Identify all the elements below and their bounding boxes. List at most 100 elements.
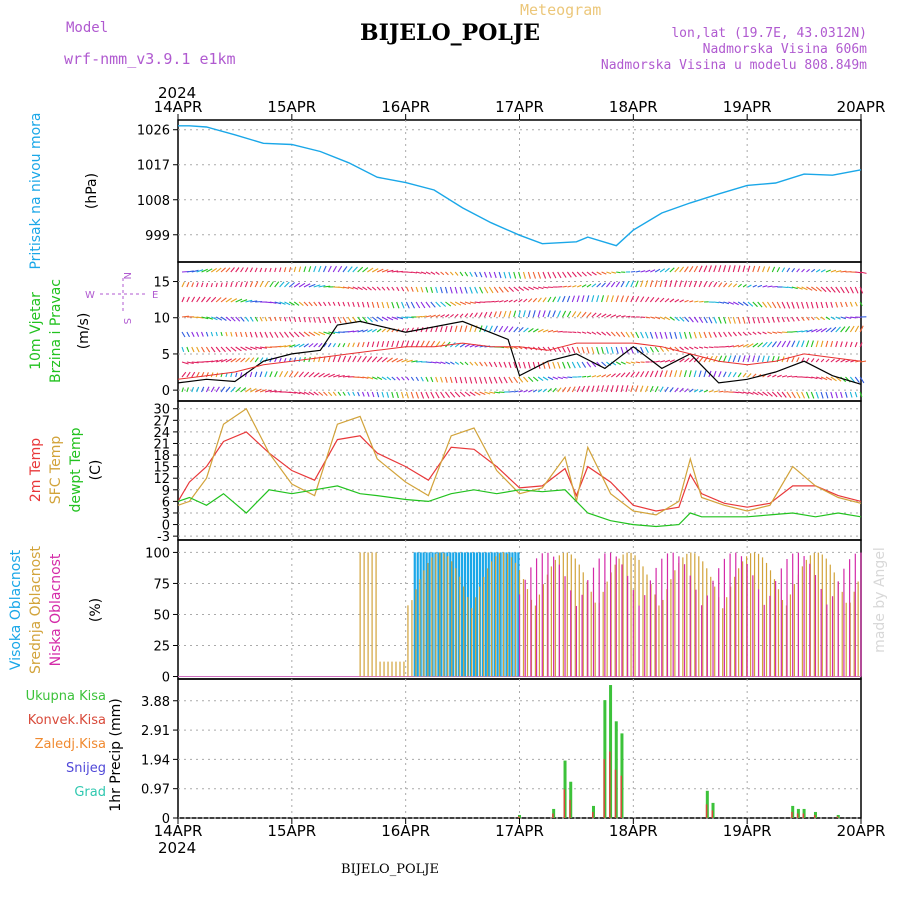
wind-arrow — [552, 296, 557, 303]
wind-arrow — [840, 359, 846, 363]
wind-arrow — [737, 331, 742, 336]
wind-arrow — [293, 343, 301, 348]
compass-e-label: E — [152, 290, 158, 301]
wind-arrow — [571, 386, 576, 393]
wind-arrow — [464, 361, 469, 366]
wind-arrow — [284, 331, 289, 338]
wind-arrow — [533, 286, 539, 290]
wind-arrow — [547, 361, 551, 369]
wind-arrow — [640, 385, 644, 393]
wind-arrow — [844, 341, 848, 348]
wind-arrow — [240, 331, 243, 338]
wind-arrow — [859, 376, 865, 384]
wind-arrow — [586, 271, 592, 277]
wind-arrow — [313, 301, 318, 307]
wind-arrow — [723, 331, 727, 337]
wind-arrow — [767, 374, 772, 378]
wind-arrow — [791, 286, 798, 290]
wind-arrow — [786, 301, 791, 309]
wind-arrow — [415, 286, 419, 293]
x-tick-label-top: 18APR — [609, 98, 658, 116]
wind-arrow — [566, 386, 571, 393]
wind-arrow — [391, 301, 395, 309]
wind-arrow — [366, 341, 370, 348]
wind-arrow — [727, 265, 731, 273]
wind-arrow — [435, 326, 439, 333]
wind-arrow — [718, 316, 722, 324]
wind-arrow — [830, 301, 834, 308]
wind-arrow — [674, 280, 678, 288]
wind-arrow — [225, 316, 232, 322]
wind-arrow — [679, 387, 684, 393]
wind-arrow — [703, 331, 707, 339]
wind-arrow — [664, 267, 670, 273]
wind-arrow — [430, 271, 436, 275]
precip-legend-3: Snijeg — [66, 761, 106, 776]
wind-arrow — [620, 372, 626, 378]
wind-arrow — [552, 387, 557, 393]
wind-arrow — [469, 301, 476, 304]
wind-arrow — [630, 371, 635, 378]
conv-precip-bar — [591, 811, 594, 818]
wind-arrow — [513, 376, 519, 384]
wind-arrow — [752, 316, 756, 324]
wind-arrow — [757, 316, 761, 324]
wind-arrow — [679, 358, 685, 363]
wind-arrow — [454, 301, 462, 306]
wind-arrow — [718, 390, 724, 393]
wind-arrow — [571, 346, 576, 354]
wind-arrow — [440, 271, 445, 276]
wind-arrow — [747, 343, 754, 348]
wind-arrow — [288, 266, 292, 273]
wind-arrow — [522, 310, 526, 318]
wind-arrow — [815, 328, 823, 333]
wind-arrow — [689, 388, 694, 393]
wind-arrow — [435, 314, 441, 318]
wind-arrow — [244, 316, 250, 322]
wind-arrow — [347, 342, 351, 348]
wind-arrow — [357, 391, 360, 397]
wind-arrow — [449, 376, 453, 384]
wind-arrow — [357, 342, 360, 348]
conv-precip-bar — [620, 775, 622, 818]
wind-arrow — [752, 284, 757, 288]
y-tick-label: 1008 — [137, 194, 170, 209]
wind-arrow — [249, 371, 253, 378]
wind-arrow — [240, 372, 243, 378]
wind-arrow — [181, 346, 185, 352]
wind-arrow — [464, 301, 471, 305]
wind-arrow — [288, 282, 295, 288]
wind-arrow — [542, 376, 549, 381]
wind-arrow — [376, 356, 383, 363]
wind-arrow — [518, 298, 523, 303]
wind-arrow — [220, 331, 223, 337]
wind-arrow — [532, 376, 539, 382]
wind-arrow — [693, 316, 699, 323]
wind-arrow — [303, 371, 310, 378]
wind-arrow — [498, 286, 504, 293]
wind-arrow — [401, 340, 405, 348]
wind-arrow — [777, 331, 783, 334]
wind-arrow — [391, 340, 395, 348]
wind-arrow — [410, 376, 415, 381]
wind-arrow — [210, 386, 215, 393]
wind-arrow — [201, 268, 208, 273]
wind-arrow — [376, 391, 380, 398]
wind-arrow — [581, 311, 587, 318]
wind-arrow — [791, 316, 795, 322]
wind-arrow — [235, 372, 238, 378]
wind-arrow — [440, 314, 445, 318]
wind-arrow — [445, 391, 451, 398]
wind-arrow — [293, 282, 301, 288]
wind-arrow — [703, 356, 709, 363]
wind-arrow — [679, 266, 685, 273]
wind-arrow — [581, 284, 587, 288]
wind-arrow — [757, 342, 764, 348]
wind-arrow — [405, 340, 410, 348]
x-tick-label-bottom: 16APR — [381, 822, 430, 840]
wind-arrow — [449, 391, 456, 398]
wind-arrow — [303, 391, 310, 396]
wind-arrow — [444, 325, 448, 333]
wind-arrow — [332, 391, 337, 397]
compass-n-label: N — [121, 272, 132, 279]
